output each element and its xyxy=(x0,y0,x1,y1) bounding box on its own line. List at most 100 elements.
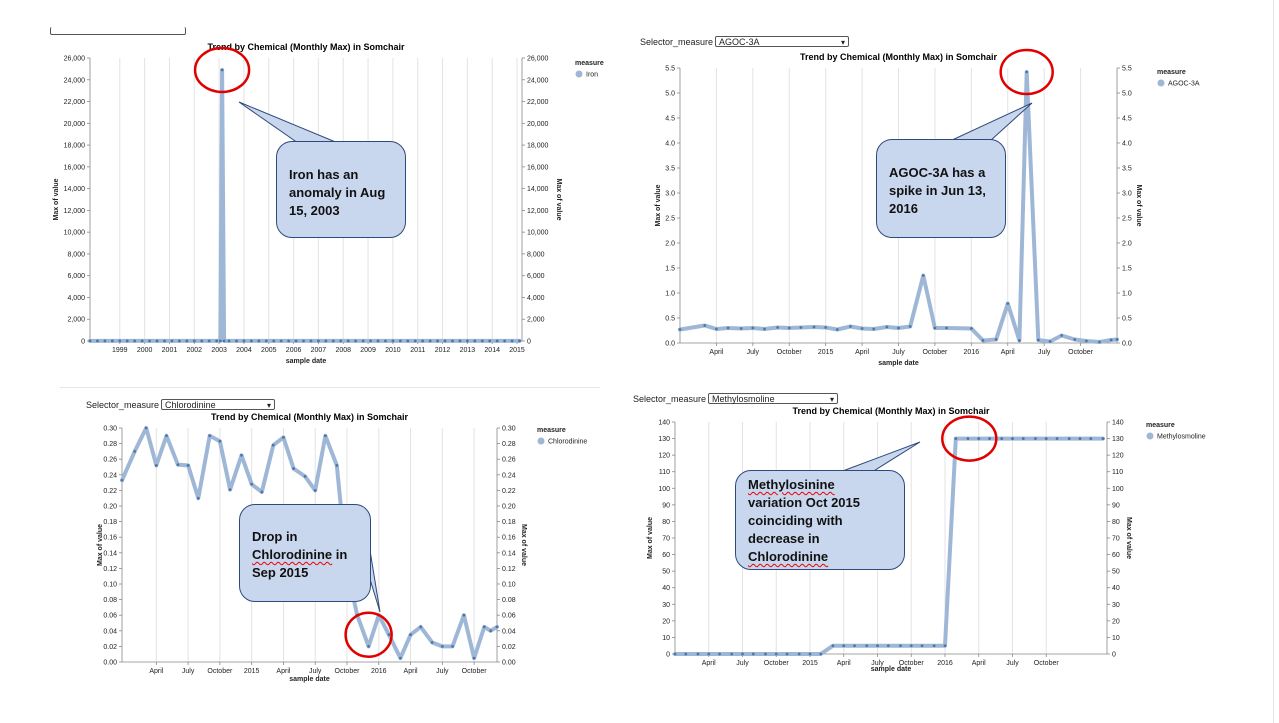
data-point xyxy=(313,489,317,492)
data-point xyxy=(436,339,439,343)
y-tick-label-right: 1.5 xyxy=(1122,266,1132,273)
data-point xyxy=(176,463,180,467)
selector-value: Methylosmoline xyxy=(712,394,775,404)
x-tick-label: 2007 xyxy=(311,347,327,354)
y-tick-label-right: 0.04 xyxy=(502,628,516,635)
data-point xyxy=(228,488,232,492)
x-tick-label: 2008 xyxy=(335,347,351,354)
data-point xyxy=(945,326,948,330)
y-tick-label-right: 70 xyxy=(1112,536,1120,543)
y-tick-label-right: 0.0 xyxy=(1122,341,1132,348)
chevron-down-icon: ▾ xyxy=(841,38,846,47)
data-point xyxy=(909,644,913,648)
y-tick-label-right: 26,000 xyxy=(527,56,549,63)
data-point xyxy=(684,652,688,656)
y-tick-label-right: 0 xyxy=(1112,652,1116,659)
data-point xyxy=(1018,339,1021,342)
callout-line: anomaly in Aug xyxy=(289,185,386,200)
data-point xyxy=(96,339,99,343)
data-point xyxy=(865,644,869,648)
data-point xyxy=(1089,437,1093,440)
data-point xyxy=(899,644,902,648)
x-tick-label: 2000 xyxy=(137,347,153,354)
y-tick-label-left: 3.5 xyxy=(665,166,675,173)
y-tick-label-right: 90 xyxy=(1112,502,1120,509)
selector-dropdown[interactable] xyxy=(50,27,186,35)
data-point xyxy=(1044,437,1048,440)
y-tick-label-right: 0.24 xyxy=(502,472,516,479)
y-tick-label-left: 14,000 xyxy=(64,186,86,193)
legend-title: measure xyxy=(1146,422,1175,429)
y-tick-label-left: 0.06 xyxy=(103,613,117,620)
y-tick-label-right: 10 xyxy=(1112,635,1120,642)
y-tick-label-right: 1.0 xyxy=(1122,291,1132,298)
data-point xyxy=(726,326,730,330)
data-point xyxy=(200,339,204,343)
y-tick-label-right: 80 xyxy=(1112,519,1120,526)
y-tick-label-left: 0 xyxy=(81,339,85,346)
x-tick-label: 2004 xyxy=(236,347,252,354)
y-tick-label-right: 60 xyxy=(1112,552,1120,559)
data-point xyxy=(294,339,298,343)
data-point xyxy=(718,652,721,656)
data-point xyxy=(185,339,189,343)
y-axis-title-right: Max of value xyxy=(555,178,562,220)
y-tick-label-right: 0.22 xyxy=(502,488,516,495)
y-tick-label-left: 20 xyxy=(662,618,670,625)
x-tick-label: April xyxy=(702,660,716,667)
selector-dropdown[interactable]: Methylosmoline ▾ xyxy=(708,393,839,404)
measure-selector[interactable]: Selector_measure AGOC-3A ▾ xyxy=(640,36,850,47)
selector-dropdown[interactable]: Chlorodinine ▾ xyxy=(161,399,276,410)
measure-selector[interactable] xyxy=(48,27,186,38)
data-point xyxy=(260,490,264,494)
callout-line: Methylosinine xyxy=(748,476,892,494)
measure-selector[interactable]: Selector_measure Methylosmoline ▾ xyxy=(633,393,839,404)
y-tick-label-left: 90 xyxy=(662,502,670,509)
y-tick-label-right: 4,000 xyxy=(527,295,545,302)
callout-line: Chlorodinine in xyxy=(252,547,348,562)
y-axis-title-left: Max of value xyxy=(647,517,654,559)
data-point xyxy=(406,339,410,343)
data-point xyxy=(943,644,947,648)
data-point xyxy=(774,652,778,656)
data-point xyxy=(696,652,700,656)
y-tick-label-right: 2.0 xyxy=(1122,241,1132,248)
callout-line: AGOC-3A has a xyxy=(889,165,986,180)
y-tick-label-left: 0.5 xyxy=(665,316,675,323)
data-point xyxy=(1055,437,1059,440)
x-tick-label: October xyxy=(922,349,948,356)
chart-panel-chlorodinine: Selector_measure Chlorodinine ▾ Trend by… xyxy=(0,385,640,723)
data-point xyxy=(103,339,107,343)
measure-selector[interactable]: Selector_measure Chlorodinine ▾ xyxy=(76,399,276,410)
data-point xyxy=(271,443,275,447)
x-tick-label: 2002 xyxy=(186,347,202,354)
x-tick-label: July xyxy=(871,660,884,667)
data-point xyxy=(110,339,114,343)
selector-label: Selector_measure xyxy=(86,399,160,410)
selector-dropdown[interactable]: AGOC-3A ▾ xyxy=(715,36,850,47)
x-tick-label: 2005 xyxy=(261,347,277,354)
x-tick-label: October xyxy=(899,660,925,667)
data-point xyxy=(932,644,936,648)
callout-line: Sep 2015 xyxy=(252,565,309,580)
callout-line: coinciding with xyxy=(748,513,843,528)
y-tick-label-right: 0.18 xyxy=(502,519,516,526)
x-tick-label: April xyxy=(276,668,290,675)
y-tick-label-right: 2,000 xyxy=(527,317,545,324)
x-tick-label: 2016 xyxy=(371,668,387,675)
data-point xyxy=(472,656,476,660)
chart-panel-agoc: Selector_measure AGOC-3A ▾ Trend by Chem… xyxy=(640,0,1273,385)
y-tick-label-left: 140 xyxy=(658,420,670,427)
data-point xyxy=(872,327,876,331)
y-axis-title-right: Max of value xyxy=(520,524,527,566)
y-tick-label-left: 100 xyxy=(658,486,670,493)
data-point xyxy=(819,652,823,656)
data-point xyxy=(303,474,307,478)
data-point xyxy=(808,652,812,656)
spellcheck-word: Chlorodinine xyxy=(252,547,333,562)
y-tick-label-right: 130 xyxy=(1112,436,1124,443)
y-tick-label-left: 26,000 xyxy=(64,56,86,63)
y-axis-title-left: Max of value xyxy=(655,184,662,226)
y-tick-label-right: 0.5 xyxy=(1122,316,1132,323)
data-point xyxy=(335,464,339,467)
